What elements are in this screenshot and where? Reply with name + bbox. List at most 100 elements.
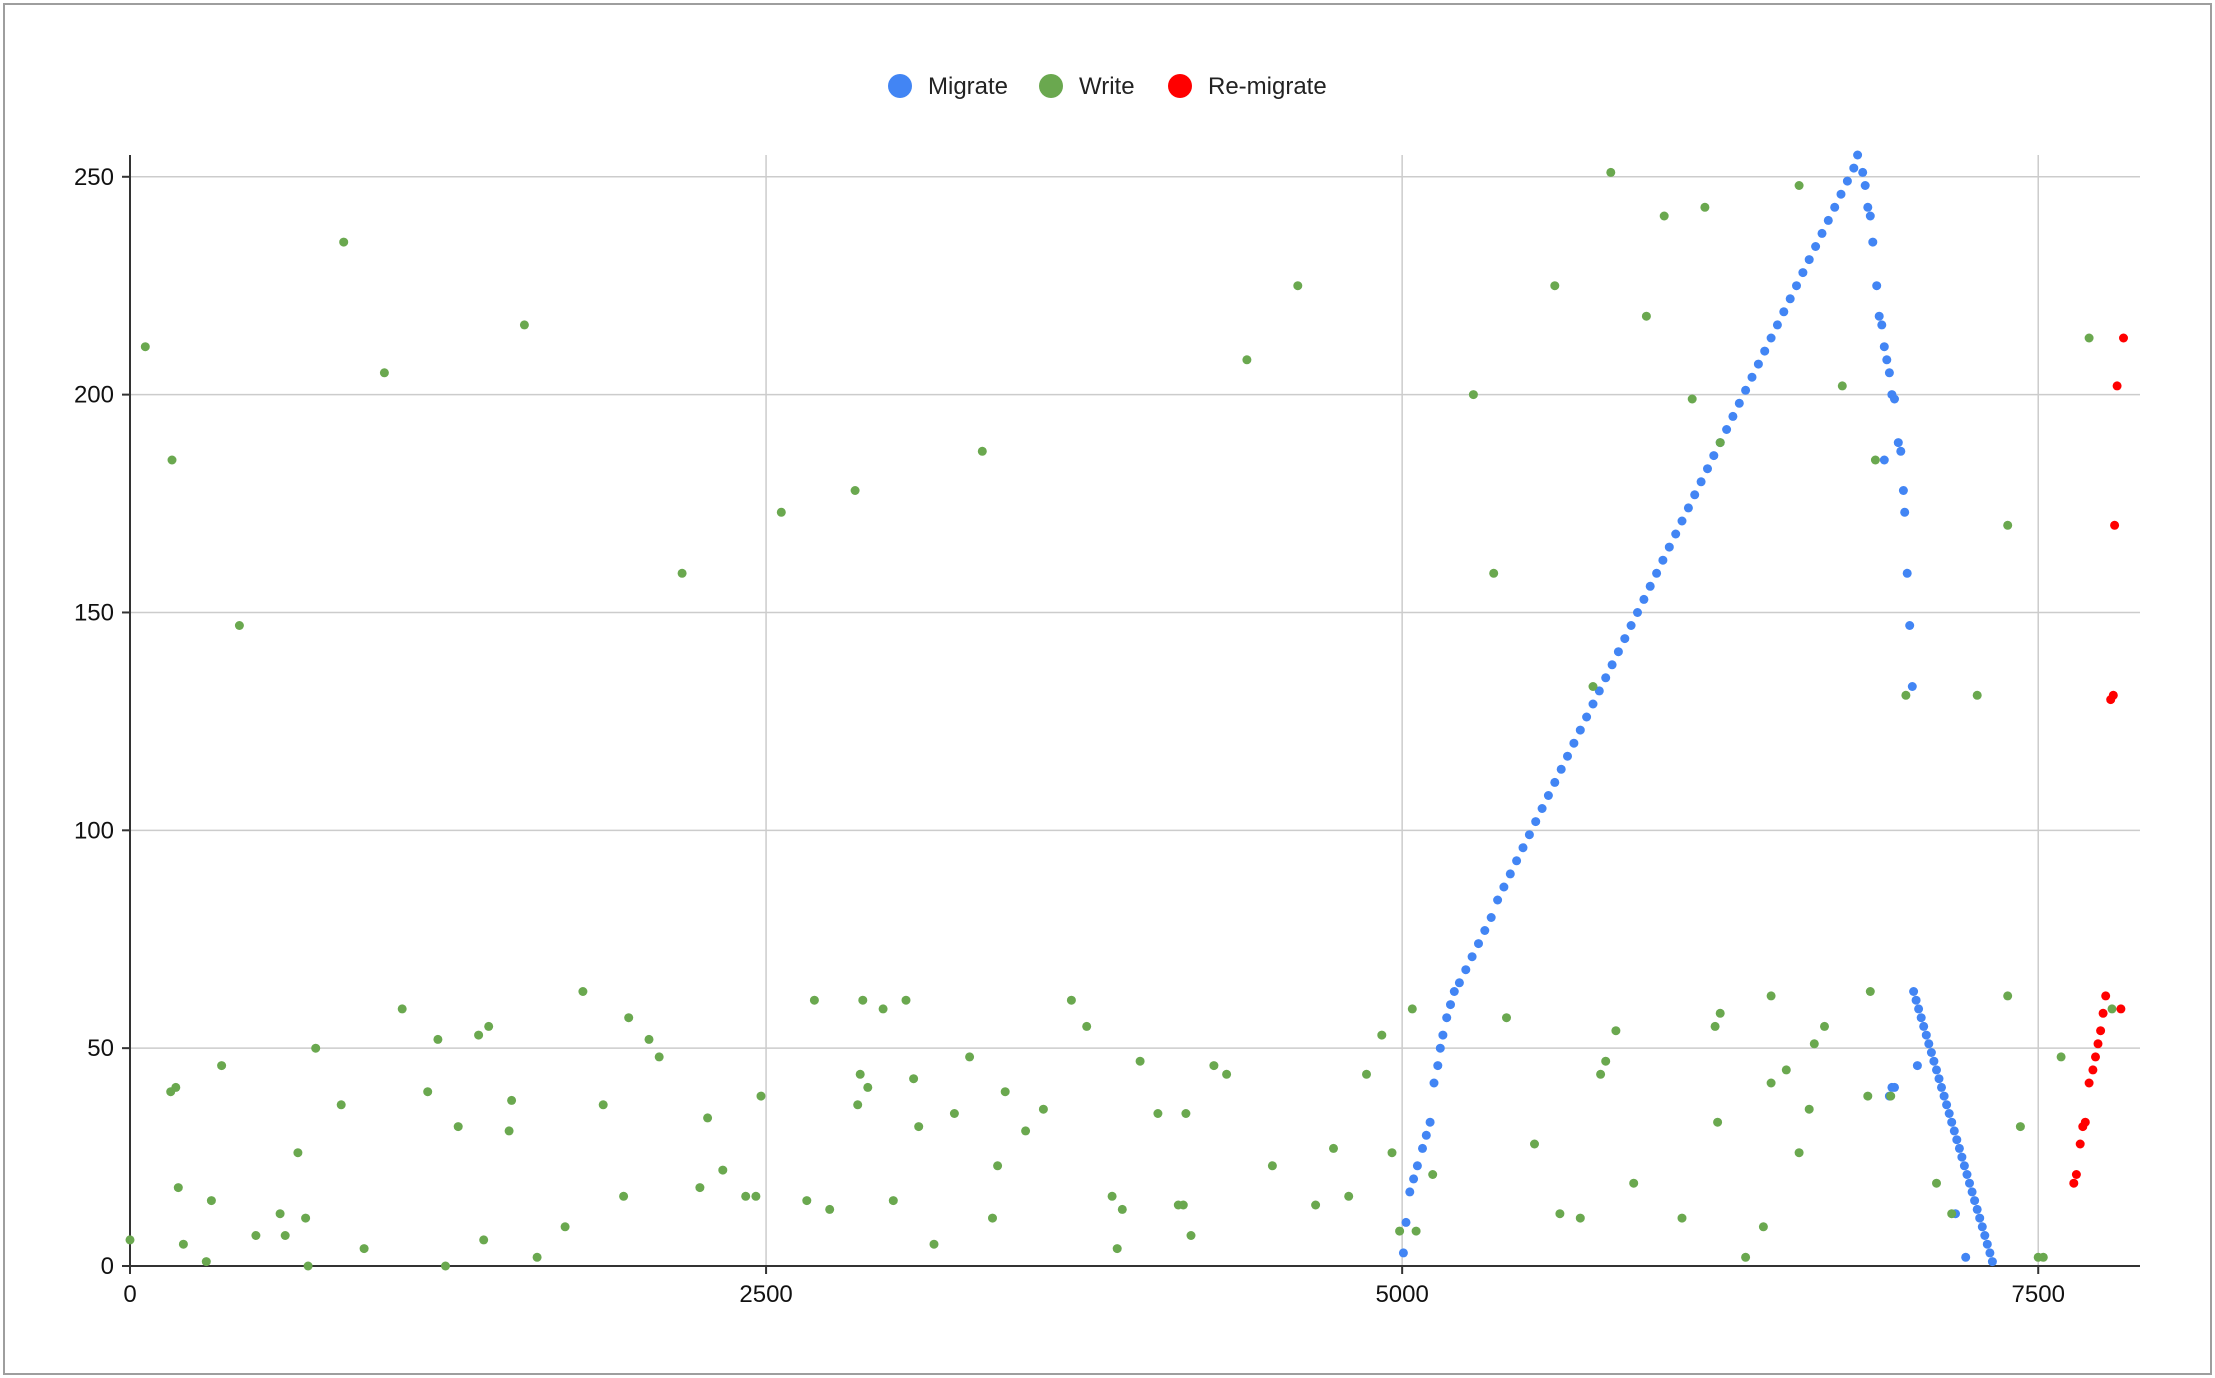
data-point-migrate bbox=[1563, 751, 1572, 761]
data-point-write bbox=[474, 1030, 484, 1040]
data-point-migrate bbox=[1877, 320, 1887, 330]
legend-item-re-migrate[interactable]: Re-migrate bbox=[1168, 73, 1327, 100]
data-point-migrate bbox=[1569, 738, 1579, 748]
data-point-migrate bbox=[1442, 1013, 1452, 1023]
data-point-migrate bbox=[1741, 385, 1751, 395]
data-point-migrate bbox=[1932, 1065, 1941, 1075]
data-point-migrate bbox=[1633, 608, 1642, 617]
data-point-migrate bbox=[1607, 660, 1617, 670]
data-point-re-migrate bbox=[2091, 1052, 2100, 1062]
data-point-write bbox=[654, 1052, 664, 1062]
data-point-migrate bbox=[1658, 555, 1668, 565]
data-point-migrate bbox=[1977, 1222, 1987, 1232]
data-point-write bbox=[853, 1100, 863, 1110]
data-point-re-migrate bbox=[2101, 991, 2111, 1001]
data-point-migrate bbox=[1683, 503, 1693, 513]
data-point-write bbox=[311, 1043, 321, 1053]
data-point-migrate bbox=[1398, 1248, 1408, 1258]
data-point-write bbox=[703, 1113, 713, 1123]
data-point-migrate bbox=[1518, 843, 1528, 853]
data-point-write bbox=[965, 1052, 975, 1062]
data-point-write bbox=[718, 1165, 728, 1175]
data-point-migrate bbox=[1962, 1170, 1972, 1179]
data-point-migrate bbox=[1601, 673, 1611, 683]
legend-marker-migrate bbox=[888, 74, 912, 98]
data-point-write bbox=[695, 1183, 705, 1193]
data-point-migrate bbox=[1401, 1217, 1411, 1227]
data-point-write bbox=[1820, 1021, 1829, 1031]
data-point-write bbox=[206, 1196, 216, 1206]
data-point-write bbox=[1021, 1126, 1031, 1136]
data-point-re-migrate bbox=[2093, 1039, 2103, 1049]
data-point-migrate bbox=[1690, 490, 1700, 500]
data-point-migrate bbox=[1734, 398, 1744, 408]
data-points bbox=[125, 150, 2128, 1271]
y-tick-label: 250 bbox=[74, 164, 114, 191]
data-point-migrate bbox=[1967, 1187, 1977, 1197]
legend-label-migrate: Migrate bbox=[928, 73, 1008, 100]
data-point-write bbox=[1267, 1161, 1277, 1171]
legend-marker-write bbox=[1039, 74, 1063, 98]
data-point-write bbox=[578, 987, 588, 996]
data-point-write bbox=[2038, 1252, 2048, 1262]
data-point-write bbox=[1153, 1109, 1163, 1118]
data-point-migrate bbox=[1792, 281, 1801, 291]
data-point-migrate bbox=[1954, 1143, 1964, 1153]
data-point-migrate bbox=[1959, 1161, 1969, 1171]
y-tick-label: 0 bbox=[101, 1253, 114, 1280]
data-point-migrate bbox=[1823, 215, 1833, 225]
data-point-write bbox=[217, 1061, 227, 1071]
data-point-write bbox=[234, 621, 244, 630]
data-point-write bbox=[901, 995, 911, 1005]
data-point-write bbox=[988, 1213, 997, 1223]
data-point-migrate bbox=[1916, 1013, 1926, 1023]
data-point-migrate bbox=[1467, 952, 1477, 962]
x-tick-label: 2500 bbox=[739, 1281, 792, 1308]
data-point-migrate bbox=[1677, 516, 1687, 526]
data-point-migrate bbox=[1905, 621, 1915, 630]
data-point-migrate bbox=[1804, 255, 1814, 265]
data-point-migrate bbox=[1926, 1048, 1936, 1057]
data-point-write bbox=[1901, 690, 1911, 700]
data-point-migrate bbox=[1435, 1043, 1445, 1053]
legend-label-re-migrate: Re-migrate bbox=[1208, 73, 1327, 100]
data-point-migrate bbox=[1965, 1178, 1974, 1188]
data-point-write bbox=[677, 568, 687, 578]
data-point-write bbox=[339, 237, 349, 247]
data-point-write bbox=[1209, 1061, 1219, 1071]
data-point-write bbox=[2015, 1122, 2025, 1132]
series-re-migrate bbox=[2069, 333, 2128, 1188]
data-point-write bbox=[433, 1034, 443, 1044]
data-point-migrate bbox=[1911, 995, 1921, 1005]
data-point-re-migrate bbox=[2069, 1178, 2079, 1188]
data-point-write bbox=[140, 342, 150, 352]
data-point-write bbox=[1700, 202, 1710, 212]
data-point-migrate bbox=[1664, 542, 1674, 552]
legend-item-migrate[interactable]: Migrate bbox=[888, 73, 1008, 100]
data-point-write bbox=[301, 1213, 311, 1223]
data-point-write bbox=[855, 1069, 865, 1079]
data-point-write bbox=[1293, 281, 1303, 291]
data-point-write bbox=[336, 1100, 346, 1110]
data-point-migrate bbox=[1830, 202, 1840, 212]
data-point-write bbox=[167, 455, 177, 465]
data-point-write bbox=[2003, 520, 2013, 530]
data-point-write bbox=[507, 1095, 517, 1105]
data-point-migrate bbox=[1907, 682, 1917, 691]
data-point-write bbox=[1804, 1104, 1814, 1114]
data-point-re-migrate bbox=[2116, 1004, 2126, 1014]
y-tick-label: 100 bbox=[74, 817, 114, 844]
data-point-write bbox=[993, 1161, 1003, 1171]
data-point-write bbox=[1344, 1191, 1354, 1201]
data-point-migrate bbox=[1961, 1252, 1971, 1262]
data-point-re-migrate bbox=[2119, 333, 2128, 343]
data-point-write bbox=[1659, 211, 1669, 221]
legend-item-write[interactable]: Write bbox=[1039, 73, 1135, 100]
data-point-write bbox=[519, 320, 529, 330]
data-point-write bbox=[178, 1239, 188, 1249]
data-point-re-migrate bbox=[2110, 520, 2120, 530]
data-point-migrate bbox=[1480, 926, 1490, 935]
data-point-write bbox=[251, 1231, 261, 1240]
